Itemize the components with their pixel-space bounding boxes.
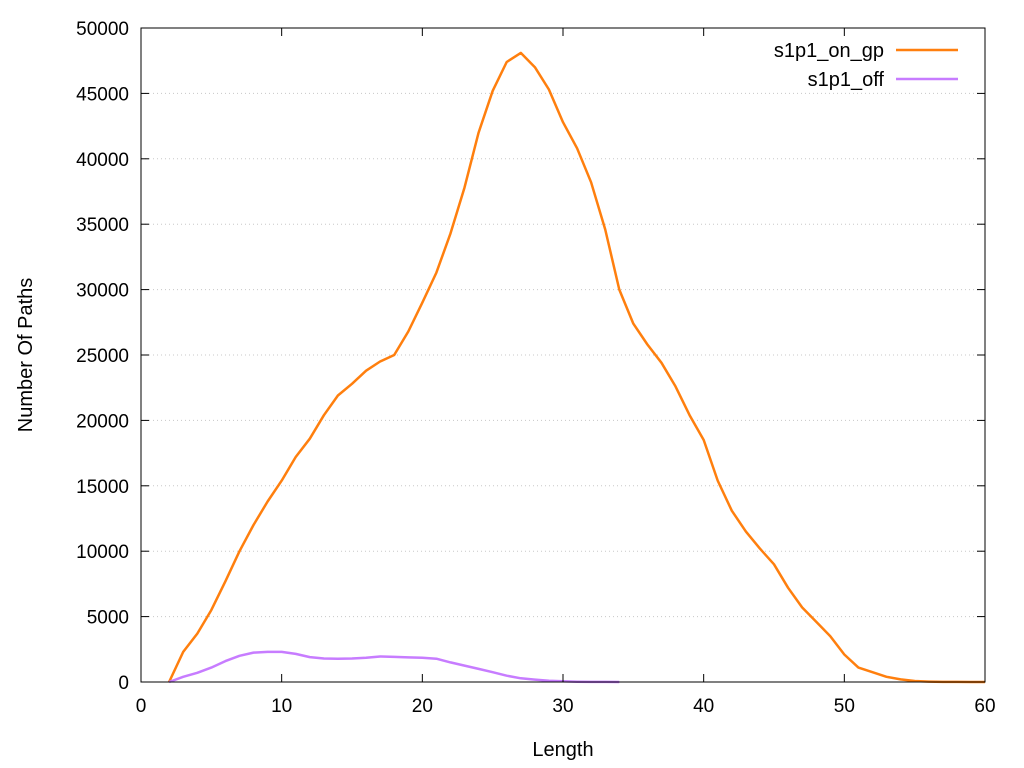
x-tick-label: 30 xyxy=(552,696,573,717)
y-tick-label: 0 xyxy=(118,673,129,694)
x-tick-label: 10 xyxy=(271,696,292,717)
grid-lines xyxy=(141,92,985,618)
y-tick-label: 30000 xyxy=(76,281,129,302)
y-tick-label: 5000 xyxy=(87,608,129,629)
series-layer xyxy=(167,51,986,684)
x-axis-label: Length xyxy=(532,739,593,761)
legend: s1p1_on_gp s1p1_off xyxy=(774,40,958,91)
y-tick-label: 25000 xyxy=(76,346,129,367)
x-tick-label: 40 xyxy=(693,696,714,717)
y-tick-label: 50000 xyxy=(76,19,129,40)
y-tick-label: 20000 xyxy=(76,411,129,432)
y-tick-label: 35000 xyxy=(76,215,129,236)
y-tick-label: 15000 xyxy=(76,477,129,498)
series-line-s1p1_off xyxy=(168,650,620,684)
x-tick-label: 50 xyxy=(834,696,855,717)
axis-ticks: 0 5000 10000 15000 20000 25000 30000 35000 40000… xyxy=(76,19,995,717)
series-line-s1p1_on_gp xyxy=(167,51,985,684)
x-tick-label: 60 xyxy=(974,696,995,717)
y-tick-label: 10000 xyxy=(76,542,129,563)
y-tick-label: 40000 xyxy=(76,150,129,171)
x-tick-label: 20 xyxy=(412,696,433,717)
legend-label: s1p1_off xyxy=(808,69,885,91)
legend-label: s1p1_on_gp xyxy=(774,40,884,62)
y-tick-label: 45000 xyxy=(76,84,129,105)
x-tick-label: 0 xyxy=(136,696,147,717)
y-axis-label: Number Of Paths xyxy=(15,278,37,433)
